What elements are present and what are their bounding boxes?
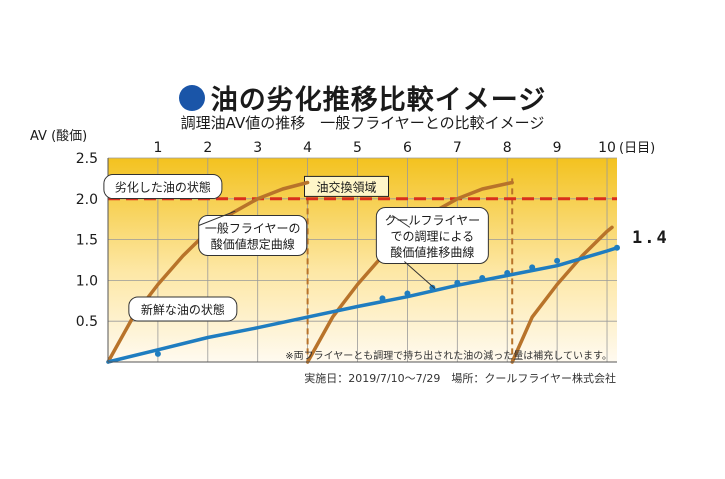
cool-fryer-point xyxy=(529,264,536,271)
y-tick-label: 1.0 xyxy=(76,273,98,289)
fresh-annotation-text: 新鮮な油の状態 xyxy=(141,302,225,317)
cool-fryer-point xyxy=(379,295,386,302)
cool-fryer-curve xyxy=(106,246,619,364)
threshold-label: 油交換領域 xyxy=(316,179,376,194)
deteriorated-annotation-box xyxy=(103,174,223,200)
y-axis-label: AV (酸価) xyxy=(30,129,87,144)
cool-fryer-point xyxy=(504,270,511,277)
cool-curve-annotation-box xyxy=(375,207,489,265)
chart-subtitle: 調理油AV値の推移 一般フライヤーとの比較イメージ xyxy=(180,114,545,132)
x-tick-label: 4 xyxy=(303,140,312,156)
cool-fryer-point xyxy=(554,257,561,264)
cool-curve-leader-b xyxy=(404,261,436,289)
footnote: ※両フライヤーとも調理で持ち出された油の減った量は補充しています。 xyxy=(285,351,612,362)
x-tick-label: 6 xyxy=(403,140,412,156)
x-tick-label: 10 xyxy=(598,140,616,156)
cool-curve-annotation-text: での調理による xyxy=(391,230,475,244)
cool-fryer-point xyxy=(154,350,161,357)
cool-fryer-point xyxy=(614,244,620,251)
cool-fryer-point xyxy=(404,290,411,297)
y-tick-label: 1.5 xyxy=(76,233,98,249)
deteriorated-annotation-text: 劣化した油の状態 xyxy=(115,180,211,195)
general-fryer-curve xyxy=(510,225,614,364)
x-axis-label: (日目) xyxy=(619,141,655,156)
fresh-annotation-box xyxy=(128,296,238,322)
y-tick-label: 2.5 xyxy=(76,151,98,167)
chart-title: 油の劣化推移比較イメージ xyxy=(210,85,547,116)
cool-curve-leader-a xyxy=(392,215,411,228)
y-tick-label: 0.5 xyxy=(76,314,98,330)
title-row: 油の劣化推移比較イメージ xyxy=(0,78,725,117)
axis-layer: 0.5 1.0 1.5 2.0 2.5 1 2 3 4 5 6 7 8 9 10 (日目) AV (酸価) xyxy=(30,129,655,363)
threshold-label-box xyxy=(304,175,389,197)
x-tick-label: 8 xyxy=(503,140,512,156)
cool-fryer-point xyxy=(479,274,486,281)
cool-curve-annotation-text: クールフライヤー xyxy=(385,214,481,228)
oil-change-layer xyxy=(306,178,514,362)
source-note: 実施日：2019/7/10〜7/29 場所：クールフライヤー株式会社 xyxy=(304,372,616,385)
x-tick-label: 5 xyxy=(353,140,362,156)
x-tick-label: 1 xyxy=(153,140,162,156)
title-bullet-icon xyxy=(178,84,205,111)
general-curve-annotation-text: 一般フライヤーの xyxy=(205,221,301,236)
x-tick-label: 9 xyxy=(553,140,562,156)
cool-fryer-point xyxy=(454,279,461,286)
cool-fryer-point xyxy=(429,284,436,291)
general-curve-annotation-text: 酸価値想定曲線 xyxy=(211,237,295,252)
x-tick-label: 7 xyxy=(453,140,462,156)
threshold-layer: 油交換領域 xyxy=(108,175,617,201)
x-tick-label: 2 xyxy=(203,140,212,156)
general-curve-annotation-box xyxy=(198,215,308,257)
y-tick-label: 2.0 xyxy=(76,192,98,208)
end-value-label: 1.4 xyxy=(632,228,669,248)
x-tick-label: 3 xyxy=(253,140,262,156)
cool-curve-annotation-text: 酸価値推移曲線 xyxy=(390,245,474,260)
general-curve-leader xyxy=(198,210,236,226)
